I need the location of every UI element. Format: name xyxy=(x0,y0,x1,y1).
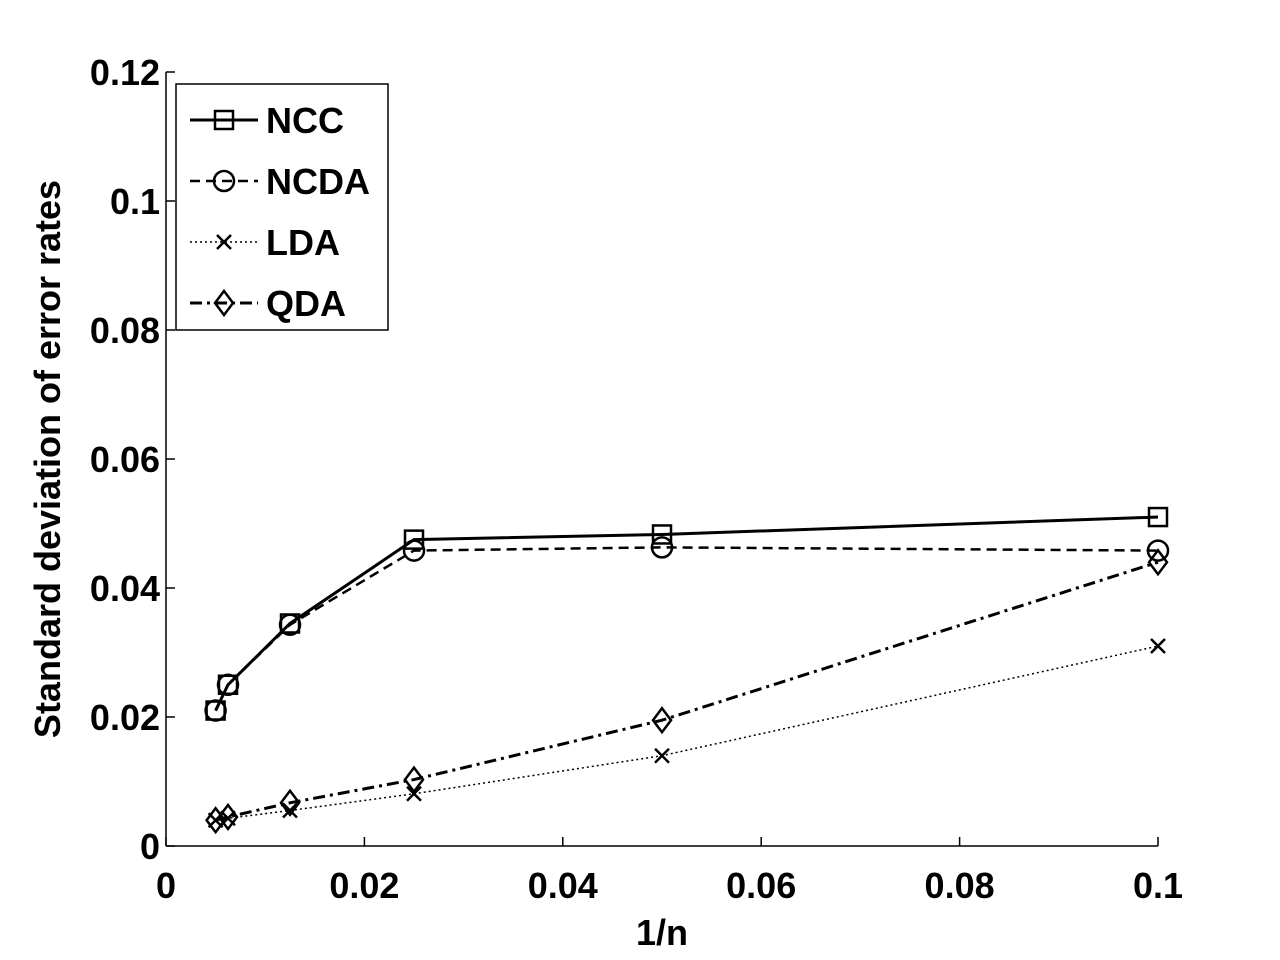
data-point-lda xyxy=(1150,638,1166,654)
data-point-qda xyxy=(279,788,301,817)
data-point-lda xyxy=(654,747,670,764)
legend-box xyxy=(175,83,389,331)
data-point-lda xyxy=(406,785,422,802)
data-point-ncda xyxy=(204,699,227,722)
legend-marker-ncc xyxy=(213,109,235,131)
y-tick-label: 0.02 xyxy=(90,697,160,738)
data-point-ncda xyxy=(650,536,674,559)
legend-entry-ncc: NCC xyxy=(190,100,344,141)
legend-entry-ncda: NCDA xyxy=(190,161,370,202)
data-point-qda xyxy=(403,765,425,794)
y-tick-label: 0.1 xyxy=(110,181,160,222)
data-point-qda xyxy=(205,806,227,835)
data-point-qda xyxy=(1147,548,1169,577)
x-tick-label: 0.04 xyxy=(528,865,598,906)
data-point-ncda xyxy=(278,613,302,637)
data-point-ncc xyxy=(651,524,673,545)
x-tick-label: 0.06 xyxy=(726,865,796,906)
legend-label-ncda: NCDA xyxy=(266,161,370,202)
legend-marker-ncda xyxy=(212,169,236,193)
legend: NCC NCDA LDA QDA xyxy=(175,83,389,331)
y-tick-label: 0.06 xyxy=(90,439,160,480)
series-qda xyxy=(205,548,1169,835)
series-ncda xyxy=(204,536,1170,722)
data-point-ncc xyxy=(403,529,425,550)
y-tick-label: 0.08 xyxy=(90,310,160,351)
data-point-qda xyxy=(217,802,239,832)
legend-marker-lda xyxy=(216,234,232,250)
y-tick-label: 0.12 xyxy=(90,52,160,93)
data-point-lda xyxy=(282,802,298,819)
data-point-ncda xyxy=(1146,539,1170,562)
data-point-ncda xyxy=(216,673,240,696)
series-line-ncda xyxy=(214,546,1159,712)
y-tick-label: 0 xyxy=(140,826,160,867)
legend-marker-qda xyxy=(213,288,235,318)
x-axis-label: 1/n xyxy=(636,912,688,953)
x-ticks: 0 0.02 0.04 0.06 0.08 0.1 xyxy=(156,837,1183,906)
y-ticks: 0 0.02 0.04 0.06 0.08 0.1 0.12 xyxy=(90,52,175,867)
x-tick-label: 0.08 xyxy=(925,865,995,906)
x-tick-label: 0.1 xyxy=(1133,865,1183,906)
x-tick-label: 0.02 xyxy=(329,865,399,906)
legend-entry-lda: LDA xyxy=(190,222,340,263)
data-point-ncc xyxy=(1147,506,1169,528)
legend-entry-qda: QDA xyxy=(190,283,346,324)
series-line-qda xyxy=(215,560,1159,822)
data-point-ncda xyxy=(402,539,426,562)
legend-entries: NCC NCDA LDA QDA xyxy=(190,100,370,324)
y-axis-label: Standard deviation of error rates xyxy=(27,180,68,738)
legend-label-qda: QDA xyxy=(266,283,346,324)
data-point-qda xyxy=(651,706,673,735)
series-layer xyxy=(204,506,1170,835)
legend-label-lda: LDA xyxy=(266,222,340,263)
x-tick-label: 0 xyxy=(156,865,176,906)
legend-label-ncc: NCC xyxy=(266,100,344,141)
y-tick-label: 0.04 xyxy=(90,568,160,609)
